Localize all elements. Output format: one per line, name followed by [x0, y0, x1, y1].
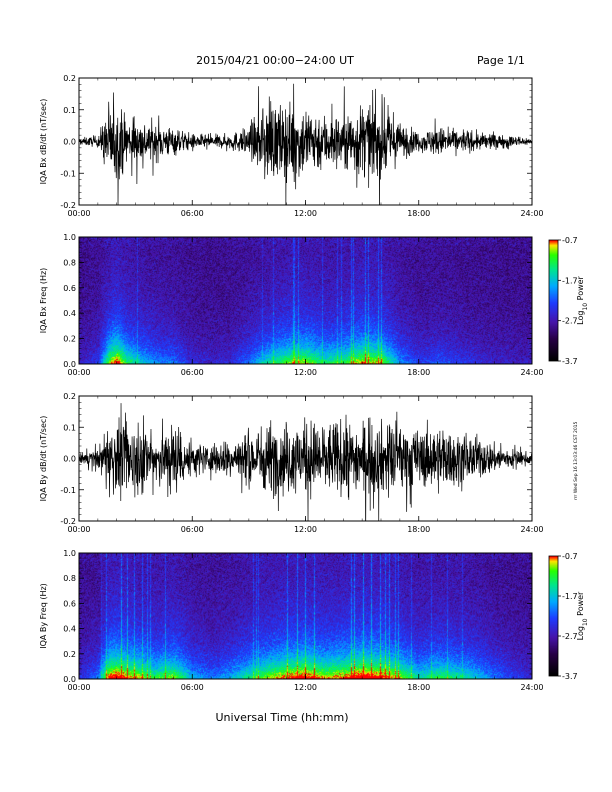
x-tick-label: 12:00 — [294, 683, 317, 692]
x-tick-label: 12:00 — [294, 368, 317, 377]
figure-title: 2015/04/21 00:00−24:00 UT — [196, 54, 354, 67]
colorbar-tick-label: -2.7 — [562, 317, 578, 326]
panel-by_waveform: 00:00 06:00 12:00 18:00 24:00 -0.2 -0.1 0.0 0.1 0… — [39, 392, 544, 534]
x-tick-label: 24:00 — [520, 683, 543, 692]
x-axis-title: Universal Time (hh:mm) — [216, 711, 349, 724]
y-tick-label: 0.6 — [63, 599, 76, 608]
y-axis-label: IQA By Freq (Hz) — [39, 583, 48, 649]
y-tick-label: 0.0 — [63, 455, 76, 464]
colorbar-tick-label: -0.7 — [562, 236, 578, 245]
timestamp-stamp: rrr Wed Sep 16 13:03:46 CST 2015 — [573, 421, 579, 500]
waveform-trace — [79, 83, 532, 205]
colorbar-gradient — [549, 556, 558, 676]
y-tick-label: -0.2 — [60, 517, 76, 526]
colorbar-label-main: Log — [576, 311, 585, 325]
y-axis-label: IQA Bx Freq (Hz) — [39, 268, 48, 334]
x-tick-label: 18:00 — [407, 683, 430, 692]
plot-frame — [78, 552, 533, 680]
colorbar-label-rest: Power — [576, 275, 585, 302]
spectrogram-image — [79, 553, 532, 679]
colorbar-tick-label: -1.7 — [562, 276, 578, 285]
colorbar-label-main: Log — [576, 626, 585, 640]
y-axis-label: IQA By dB/dt (nT/sec) — [39, 416, 48, 502]
y-tick-label: 0.6 — [63, 284, 76, 293]
y-tick-label: 0.2 — [63, 650, 76, 659]
colorbar-label-rest: Power — [576, 591, 585, 618]
colorbar-bx_spectrogram: -0.7 -1.7 -2.7 -3.7 Log10 Power — [548, 236, 589, 366]
colorbar-tick-label: -3.7 — [562, 357, 578, 366]
y-tick-label: 0.0 — [63, 675, 76, 684]
y-tick-label: 0.2 — [63, 74, 76, 83]
y-tick-label: 1.0 — [63, 233, 76, 242]
x-tick-label: 24:00 — [520, 525, 543, 534]
colorbar-gradient — [549, 240, 558, 361]
plot-frame — [78, 395, 533, 522]
panel-bx_spectrogram: 00:00 06:00 12:00 18:00 24:00 0.0 0.2 0.4 0.6 0.8… — [39, 233, 544, 377]
y-tick-label: 1.0 — [63, 549, 76, 558]
x-tick-label: 18:00 — [407, 209, 430, 218]
x-tick-label: 00:00 — [67, 525, 90, 534]
colorbar-frame — [548, 555, 559, 677]
y-axis-label: IQA Bx dB/dt (nT/sec) — [39, 99, 48, 185]
x-tick-label: 00:00 — [67, 209, 90, 218]
y-tick-label: 0.2 — [63, 392, 76, 401]
y-tick-label: 0.0 — [63, 360, 76, 369]
x-tick-label: 06:00 — [181, 209, 204, 218]
x-tick-label: 12:00 — [294, 525, 317, 534]
colorbar-tick-label: -2.7 — [562, 632, 578, 641]
x-tick-label: 24:00 — [520, 209, 543, 218]
x-tick-label: 12:00 — [294, 209, 317, 218]
x-tick-label: 06:00 — [181, 368, 204, 377]
y-tick-label: 0.1 — [63, 423, 76, 432]
x-tick-label: 06:00 — [181, 525, 204, 534]
colorbar-label-sub: 10 — [582, 303, 589, 311]
x-tick-label: 18:00 — [407, 525, 430, 534]
y-tick-label: 0.4 — [63, 625, 76, 634]
x-tick-label: 00:00 — [67, 683, 90, 692]
page-indicator: Page 1/1 — [477, 54, 525, 67]
x-tick-label: 00:00 — [67, 368, 90, 377]
colorbar-by_spectrogram: -0.7 -1.7 -2.7 -3.7 Log10 Power — [548, 552, 589, 681]
y-tick-label: 0.1 — [63, 106, 76, 115]
colorbar-label-sub: 10 — [582, 618, 589, 626]
y-tick-label: -0.1 — [60, 169, 76, 178]
y-tick-label: -0.2 — [60, 201, 76, 210]
colorbar-tick-label: -3.7 — [562, 672, 578, 681]
spectrogram-image — [79, 237, 532, 364]
panel-by_spectrogram: 00:00 06:00 12:00 18:00 24:00 0.0 0.2 0.4 0.6 0.8… — [39, 549, 544, 692]
waveform-trace — [79, 403, 532, 521]
y-tick-label: 0.8 — [63, 574, 76, 583]
plot-frame — [78, 77, 533, 206]
x-tick-label: 06:00 — [181, 683, 204, 692]
x-tick-label: 24:00 — [520, 368, 543, 377]
y-tick-label: 0.2 — [63, 335, 76, 344]
y-tick-label: -0.1 — [60, 486, 76, 495]
colorbar-tick-label: -0.7 — [562, 552, 578, 561]
y-tick-label: 0.8 — [63, 258, 76, 267]
colorbar-frame — [548, 239, 559, 362]
plot-frame — [78, 236, 533, 365]
y-tick-label: 0.4 — [63, 309, 76, 318]
y-tick-label: 0.0 — [63, 138, 76, 147]
colorbar-tick-label: -1.7 — [562, 592, 578, 601]
panel-bx_waveform: 00:00 06:00 12:00 18:00 24:00 -0.2 -0.1 0.0 0.1 0… — [39, 74, 544, 218]
colorbar-label: Log10 Power — [576, 591, 589, 640]
panels-group: 00:00 06:00 12:00 18:00 24:00 -0.2 -0.1 0.0 0.1 0… — [39, 74, 544, 692]
x-tick-label: 18:00 — [407, 368, 430, 377]
colorbar-label: Log10 Power — [576, 275, 589, 324]
